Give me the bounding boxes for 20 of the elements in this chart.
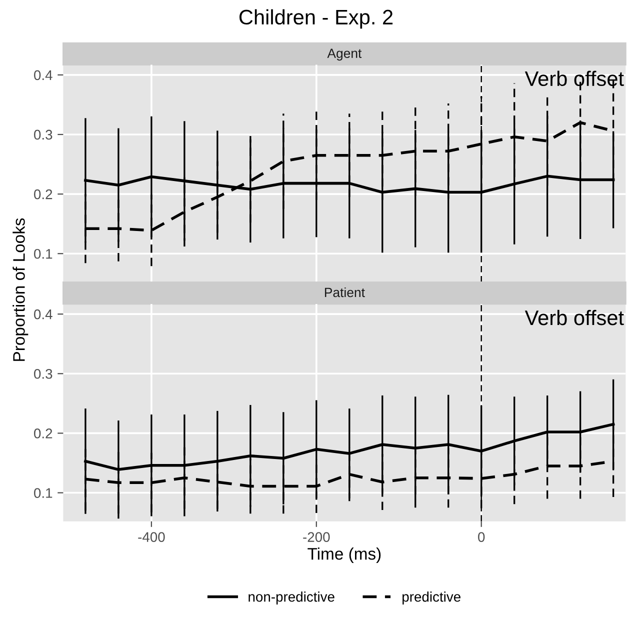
y-axis-title: Proportion of Looks [12, 218, 28, 361]
legend-label: predictive [402, 592, 460, 604]
x-axis-title: Time (ms) [308, 548, 381, 564]
y-tick-label: 0.4 [34, 70, 52, 80]
y-tick-label: 0.2 [34, 189, 52, 200]
x-tick-label: -200 [303, 532, 330, 542]
chart-subtitle: Agent [327, 48, 362, 61]
legend-label: non-predictive [248, 592, 334, 604]
y-tick-label: 0.3 [34, 368, 52, 379]
ref-line-label: Verb offset [524, 310, 624, 326]
x-tick-label: -400 [138, 532, 165, 542]
y-tick-label: 0.4 [34, 309, 52, 320]
y-tick-label: 0.1 [34, 488, 52, 498]
y-tick-label: 0.1 [34, 248, 52, 259]
x-tick-label: 0 [478, 532, 485, 542]
y-tick-label: 0.3 [34, 130, 52, 140]
chart-subtitle: Patient [324, 287, 365, 298]
ref-line-label: Verb offset [524, 70, 624, 86]
y-tick-label: 0.2 [34, 428, 52, 438]
chart-title: Children - Exp. 2 [239, 9, 393, 29]
